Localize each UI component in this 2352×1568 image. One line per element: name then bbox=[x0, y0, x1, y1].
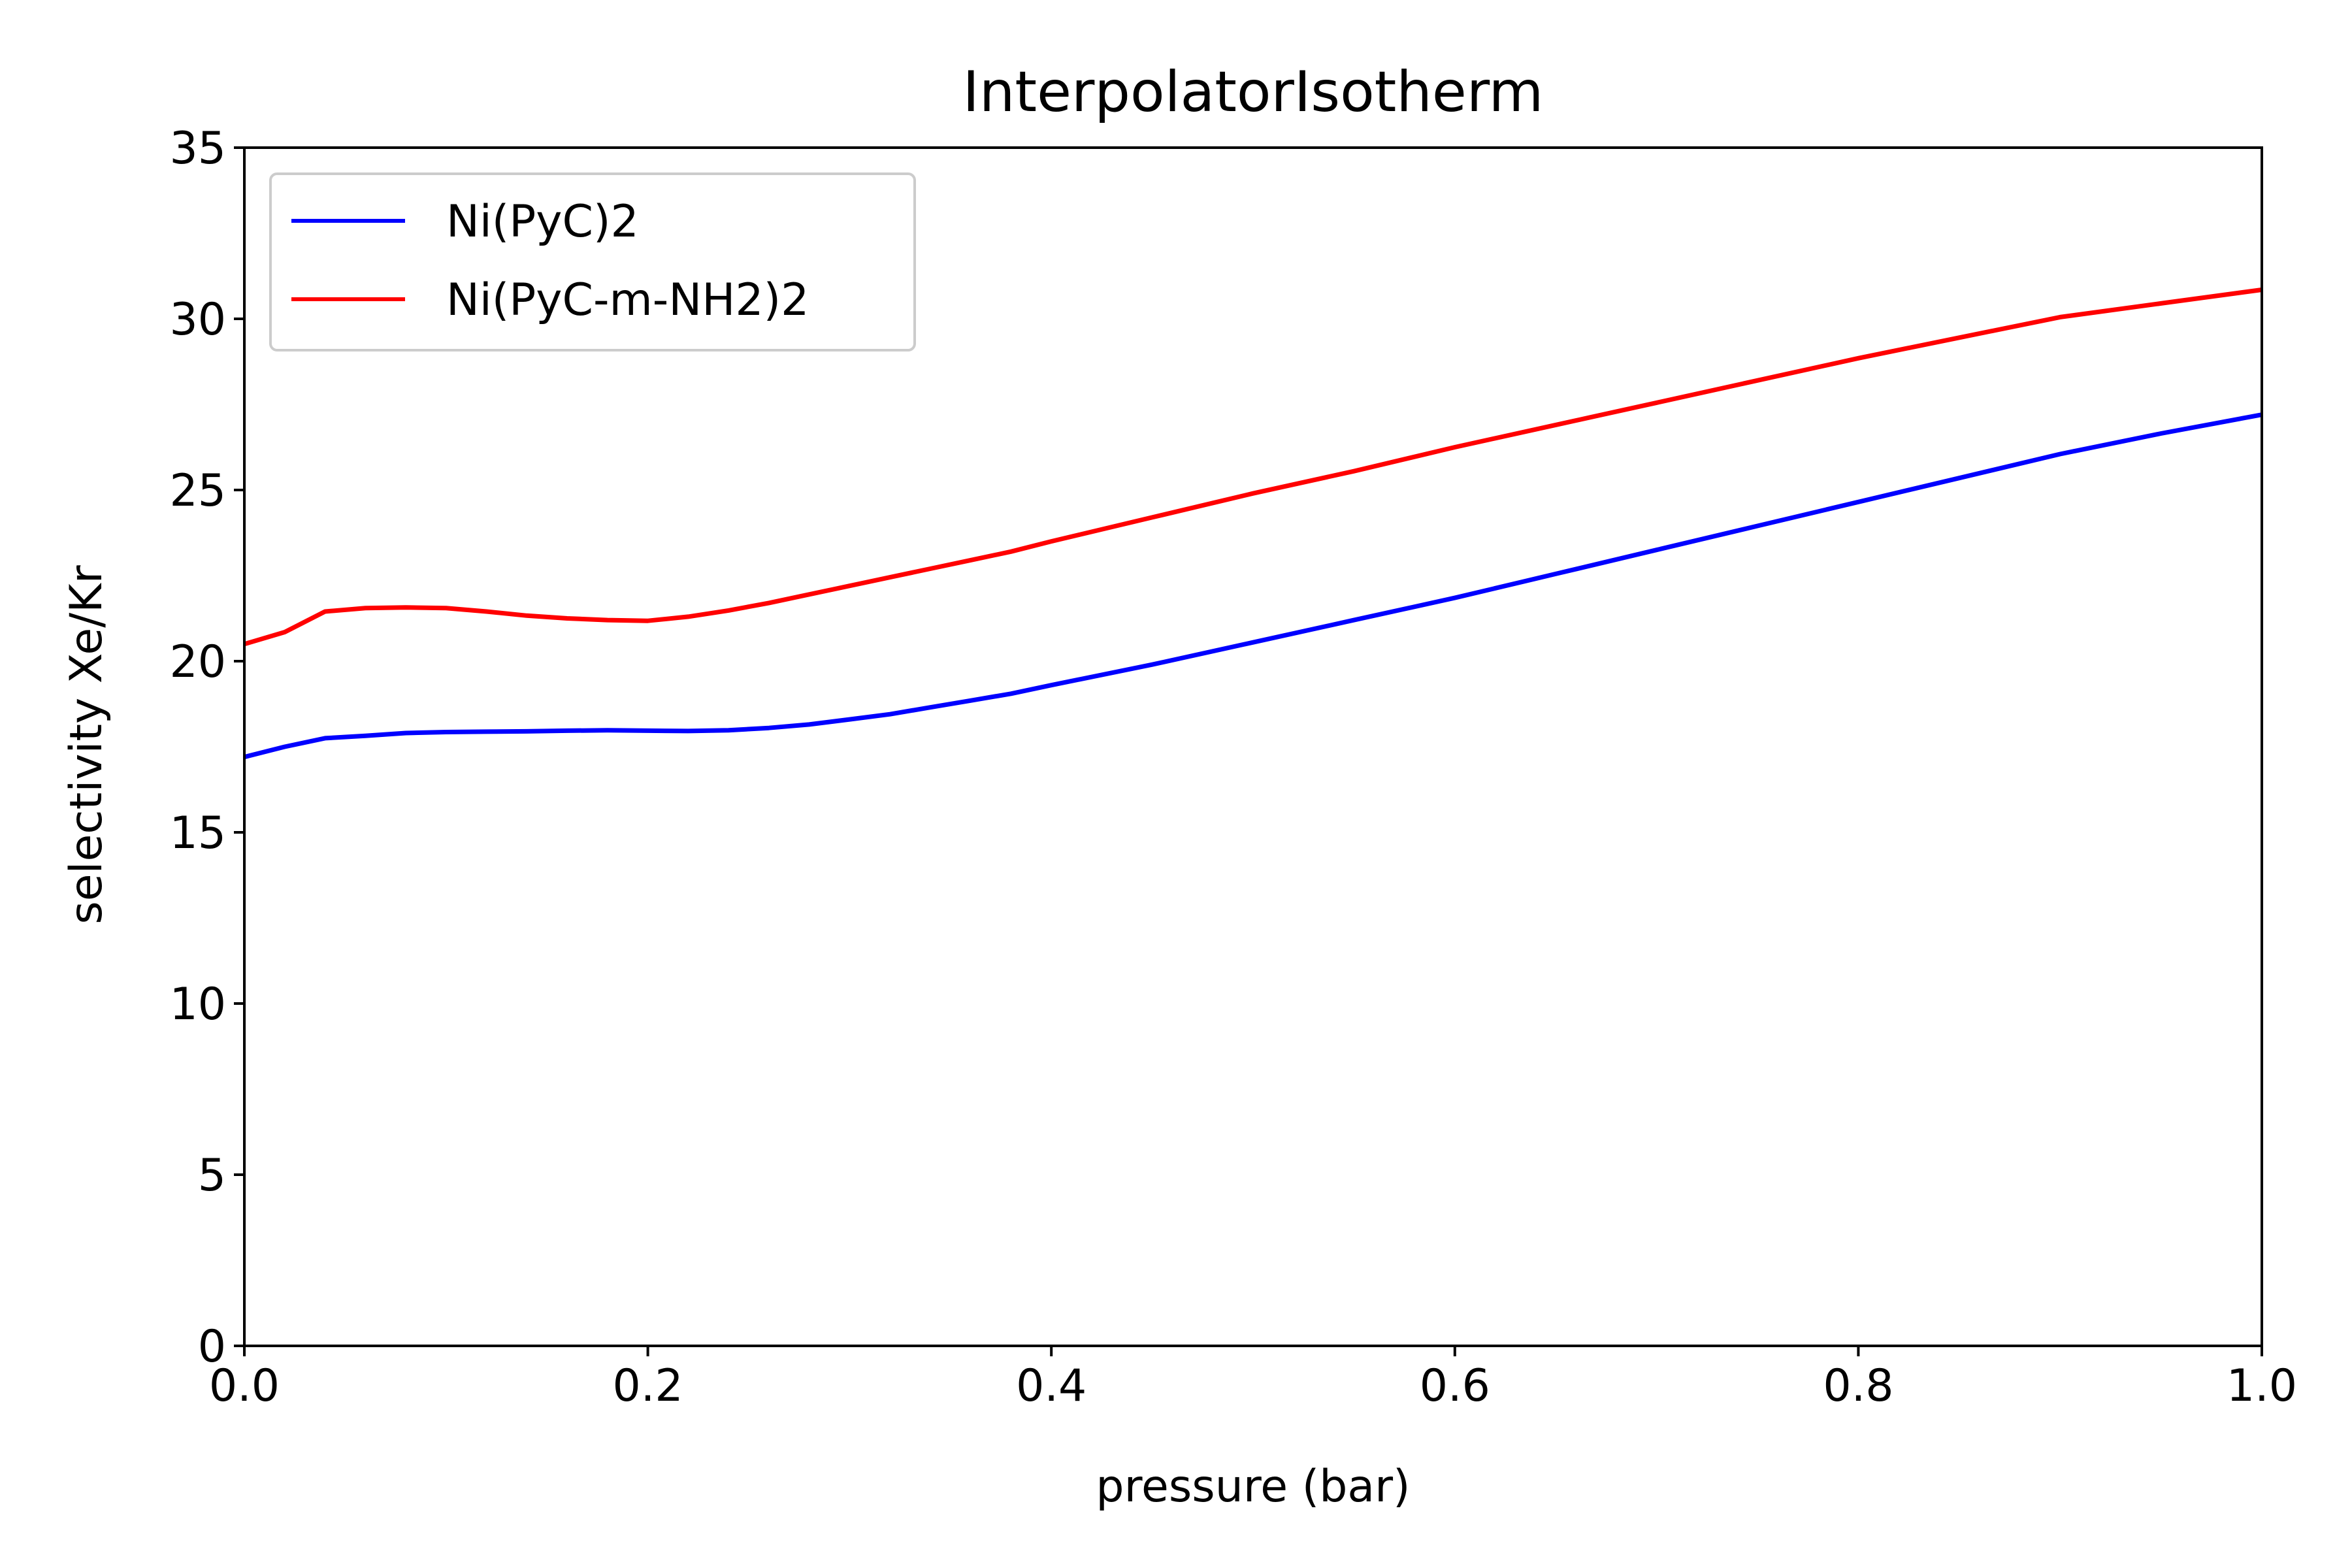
x-tick-label: 0.8 bbox=[1823, 1360, 1893, 1412]
y-tick-label: 10 bbox=[169, 979, 226, 1030]
legend-label-ni-pyc-m-nh2-2: Ni(PyC-m-NH2)2 bbox=[446, 274, 809, 326]
x-axis: 0.0 0.2 0.4 0.6 0.8 1.0 bbox=[209, 1346, 2297, 1412]
x-tick-label: 0.4 bbox=[1016, 1360, 1086, 1412]
series-line-1 bbox=[244, 287, 2262, 647]
y-tick-label: 25 bbox=[169, 465, 226, 517]
y-tick-label: 20 bbox=[169, 636, 226, 688]
plot-frame bbox=[243, 146, 2263, 1347]
legend-label-ni-pyc2: Ni(PyC)2 bbox=[446, 196, 639, 248]
y-axis: 0 5 10 15 20 25 30 35 bbox=[169, 123, 244, 1373]
legend: Ni(PyC)2 Ni(PyC-m-NH2)2 bbox=[269, 172, 916, 351]
x-tick-label: 0.2 bbox=[613, 1360, 683, 1412]
y-tick-label: 5 bbox=[198, 1150, 226, 1201]
y-tick-label: 0 bbox=[198, 1321, 226, 1373]
y-tick-label: 30 bbox=[169, 294, 226, 346]
x-tick-label: 1.0 bbox=[2227, 1360, 2297, 1412]
x-tick-label: 0.0 bbox=[209, 1360, 280, 1412]
y-tick-label: 15 bbox=[169, 808, 226, 859]
y-tick-label: 35 bbox=[169, 123, 226, 174]
x-axis-label: pressure (bar) bbox=[1096, 1461, 1410, 1512]
x-tick-label: 0.6 bbox=[1420, 1360, 1490, 1412]
plot-area bbox=[244, 287, 2262, 760]
series-line-0 bbox=[244, 412, 2262, 760]
chart-title: InterpolatorIsotherm bbox=[963, 59, 1544, 125]
legend-box bbox=[269, 172, 916, 351]
y-axis-label: selectivity Xe/Kr bbox=[61, 565, 112, 924]
